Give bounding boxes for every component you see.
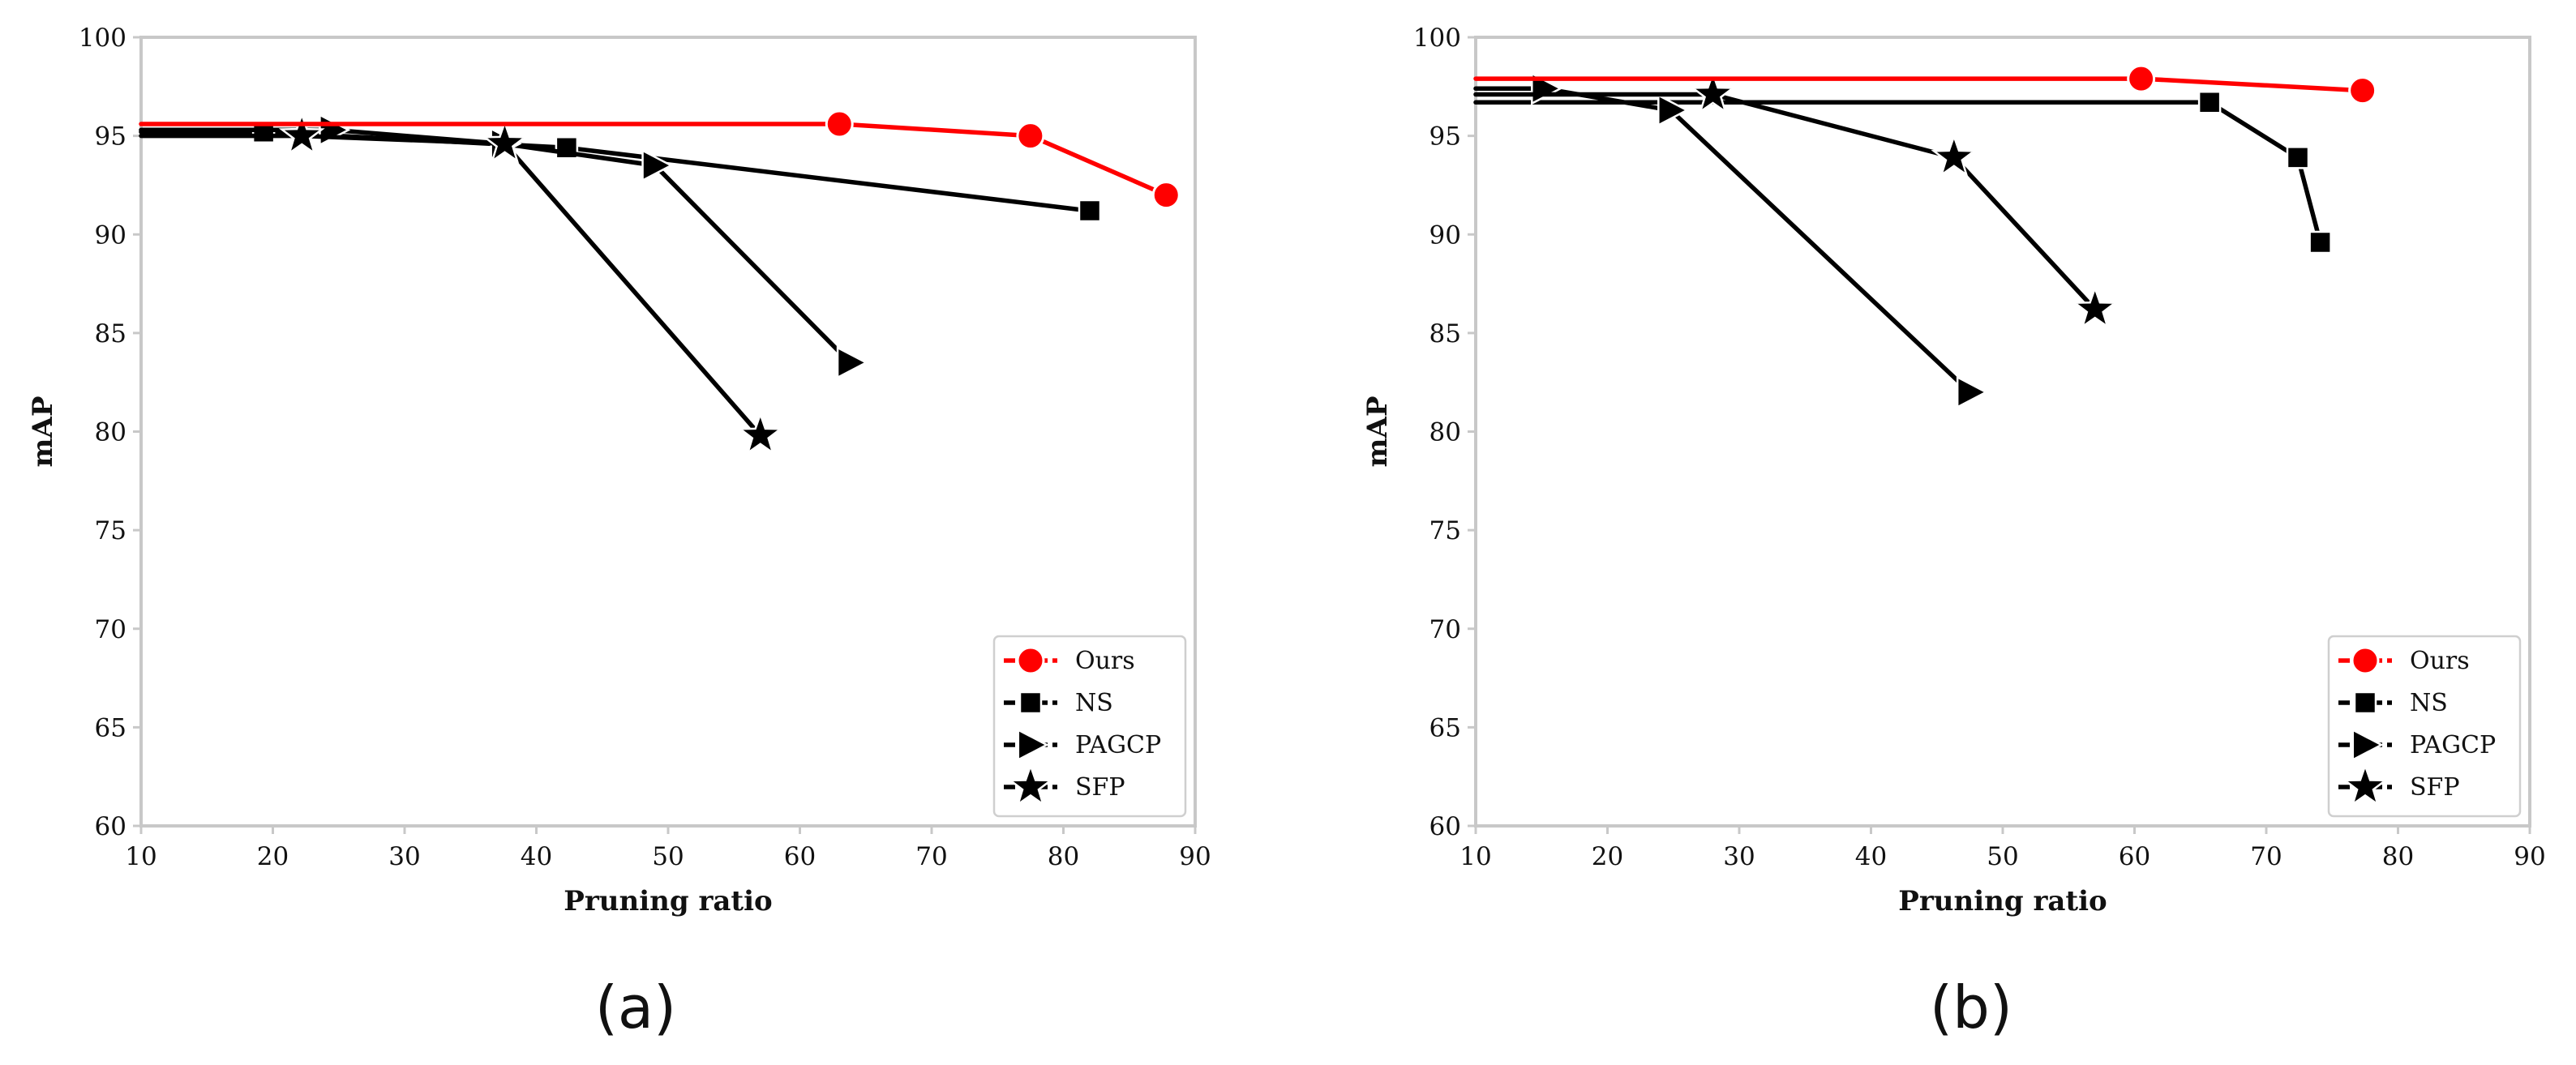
y-tick-label: 65: [95, 713, 126, 742]
series-line-sfp: [1473, 92, 2098, 312]
x-tick-label: 40: [1855, 842, 1887, 871]
legend-label-ns: NS: [2410, 689, 2448, 717]
y-tick-label: 70: [1429, 615, 1461, 644]
legend-marker-ours: [2351, 646, 2380, 675]
x-tick-label: 80: [1048, 842, 1079, 871]
data-point-ns: [2286, 146, 2310, 169]
series-line-pagcp: [1473, 86, 1973, 395]
data-point-pagcp: [836, 345, 868, 379]
x-tick-label: 60: [784, 842, 816, 871]
y-tick-label: 60: [95, 812, 126, 841]
data-point-pagcp: [1657, 93, 1690, 127]
series-line-ours: [1473, 76, 2365, 93]
series-line-sfp: [139, 133, 763, 438]
y-tick-label: 60: [1429, 812, 1461, 841]
y-tick-label: 100: [1413, 24, 1461, 53]
y-tick-label: 85: [1429, 319, 1461, 349]
legend-label-pagcp: PAGCP: [1075, 731, 1161, 759]
series-line-pagcp: [139, 127, 853, 366]
data-point-ours: [1151, 181, 1181, 210]
data-point-sfp: [482, 119, 528, 164]
x-tick-label: 20: [257, 842, 289, 871]
x-tick-label: 50: [1987, 842, 2018, 871]
legend-label-ours: Ours: [2410, 647, 2470, 675]
x-tick-label: 70: [2250, 842, 2282, 871]
legend-label-sfp: SFP: [2410, 773, 2460, 802]
x-tick-label: 60: [2119, 842, 2150, 871]
legend-marker-sfp: [2342, 763, 2389, 807]
y-tick-label: 90: [95, 220, 126, 250]
x-tick-label: 90: [1179, 842, 1211, 871]
legend: Ours NS PAGCP SFP: [2327, 635, 2522, 818]
series-line-ns: [139, 130, 1092, 213]
data-point-sfp: [2072, 284, 2119, 329]
panel-label: (a): [595, 973, 676, 1041]
x-tick-label: 10: [125, 842, 156, 871]
data-point-ours: [825, 109, 854, 139]
y-tick-label: 95: [1429, 122, 1461, 152]
y-axis-label: mAP: [27, 396, 59, 468]
data-point-pagcp: [641, 148, 674, 182]
panel-label: (b): [1930, 973, 2012, 1041]
data-point-sfp: [1690, 70, 1736, 114]
y-tick-label: 65: [1429, 713, 1461, 742]
y-tick-label: 70: [95, 615, 126, 644]
x-tick-label: 30: [1723, 842, 1755, 871]
x-tick-label: 30: [388, 842, 420, 871]
x-axis-label: Pruning ratio: [564, 885, 772, 917]
legend-marker-pagcp: [2351, 728, 2384, 762]
series-line-ns: [1473, 100, 2323, 245]
y-tick-label: 75: [95, 516, 126, 545]
x-tick-label: 10: [1459, 842, 1491, 871]
data-point-ns: [2308, 230, 2332, 254]
y-axis-label: mAP: [1361, 396, 1394, 468]
legend-marker-ns: [1018, 691, 1043, 715]
data-point-pagcp: [1956, 375, 1989, 409]
data-point-sfp: [278, 111, 325, 156]
series-line-ours: [139, 122, 1169, 198]
x-tick-label: 40: [521, 842, 552, 871]
legend-label-ns: NS: [1075, 689, 1113, 717]
legend-box: [992, 635, 1187, 818]
y-tick-label: 80: [1429, 418, 1461, 447]
y-tick-label: 90: [1429, 220, 1461, 250]
y-tick-label: 85: [95, 319, 126, 349]
x-tick-label: 80: [2382, 842, 2414, 871]
y-tick-label: 100: [79, 24, 126, 53]
x-tick-label: 70: [915, 842, 947, 871]
data-point-ours: [2127, 64, 2156, 93]
y-tick-label: 75: [1429, 516, 1461, 545]
data-point-sfp: [1931, 133, 1978, 178]
data-point-ns: [2197, 91, 2222, 114]
legend-label-sfp: SFP: [1075, 773, 1125, 802]
legend-marker-ns: [2353, 691, 2377, 715]
legend: Ours NS PAGCP SFP: [992, 635, 1187, 818]
x-axis-label: Pruning ratio: [1898, 885, 2107, 917]
legend-marker-ours: [1016, 646, 1045, 675]
x-tick-label: 90: [2514, 842, 2545, 871]
y-tick-label: 95: [95, 122, 126, 152]
y-tick-label: 80: [95, 418, 126, 447]
data-point-ours: [2348, 76, 2377, 105]
legend-marker-pagcp: [1017, 728, 1049, 762]
data-point-pagcp: [319, 113, 351, 147]
data-point-sfp: [737, 411, 784, 456]
x-tick-label: 20: [1592, 842, 1623, 871]
chart-panel-2: 10 20 30 40 50 60 70 80 90 60 65 70 75 80 85 90 95 100 Pru…: [1361, 24, 2546, 1041]
legend-label-ours: Ours: [1075, 647, 1135, 675]
data-point-ours: [1016, 122, 1045, 151]
legend-label-pagcp: PAGCP: [2410, 731, 2496, 759]
legend-box: [2327, 635, 2522, 818]
chart-panel-1: 10 20 30 40 50 60 70 80 90 60 65 70 75 80 85 90 95 100 Pru…: [27, 24, 1211, 1041]
legend-marker-sfp: [1007, 763, 1054, 807]
data-point-ns: [1078, 199, 1102, 223]
x-tick-label: 50: [652, 842, 684, 871]
